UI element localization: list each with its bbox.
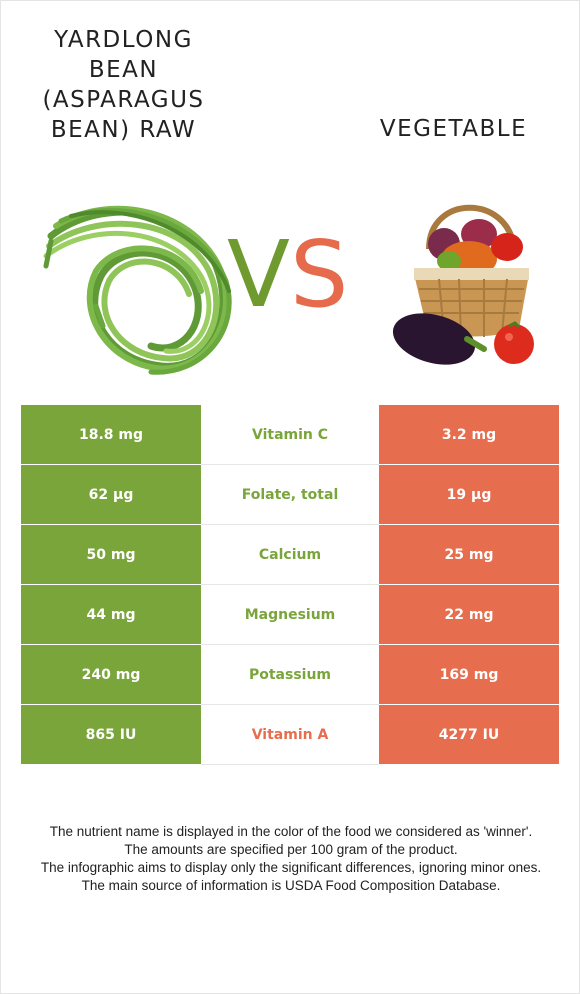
vs-s-letter: S (289, 221, 349, 328)
yardlong-bean-image (43, 205, 232, 375)
vs-v-letter: V (227, 221, 290, 328)
left-value: 44 mg (21, 584, 201, 645)
nutrient-name: Vitamin A (201, 704, 379, 765)
nutrient-name: Folate, total (201, 464, 379, 525)
table-row: 865 IU Vitamin A 4277 IU (21, 704, 559, 765)
comparison-table: 18.8 mg Vitamin C 3.2 mg 62 µg Folate, t… (21, 405, 559, 765)
nutrient-name: Calcium (201, 524, 379, 585)
table-row: 62 µg Folate, total 19 µg (21, 464, 559, 525)
left-value: 18.8 mg (21, 405, 201, 465)
table-row: 18.8 mg Vitamin C 3.2 mg (21, 405, 559, 465)
left-value: 865 IU (21, 704, 201, 765)
nutrient-name: Potassium (201, 644, 379, 705)
footnote: The nutrient name is displayed in the co… (21, 823, 561, 895)
vs-label: VS (227, 229, 348, 321)
right-value: 25 mg (379, 524, 559, 585)
nutrient-name: Magnesium (201, 584, 379, 645)
right-value: 3.2 mg (379, 405, 559, 465)
left-value: 50 mg (21, 524, 201, 585)
vegetable-basket-image (392, 204, 534, 365)
left-food-title: YARDLONG BEAN (ASPARAGUS BEAN) RAW (42, 27, 205, 143)
table-row: 240 mg Potassium 169 mg (21, 644, 559, 705)
right-value: 19 µg (379, 464, 559, 525)
left-value: 240 mg (21, 644, 201, 705)
right-value: 169 mg (379, 644, 559, 705)
right-value: 4277 IU (379, 704, 559, 765)
table-row: 44 mg Magnesium 22 mg (21, 584, 559, 645)
footnote-line: The amounts are specified per 100 gram o… (124, 842, 458, 857)
nutrient-name: Vitamin C (201, 405, 379, 465)
left-value: 62 µg (21, 464, 201, 525)
right-food-title: VEGETABLE (379, 116, 528, 142)
footnote-line: The main source of information is USDA F… (81, 878, 501, 893)
footnote-line: The nutrient name is displayed in the co… (49, 824, 533, 839)
footnote-line: The infographic aims to display only the… (40, 860, 542, 875)
right-value: 22 mg (379, 584, 559, 645)
table-row: 50 mg Calcium 25 mg (21, 524, 559, 585)
